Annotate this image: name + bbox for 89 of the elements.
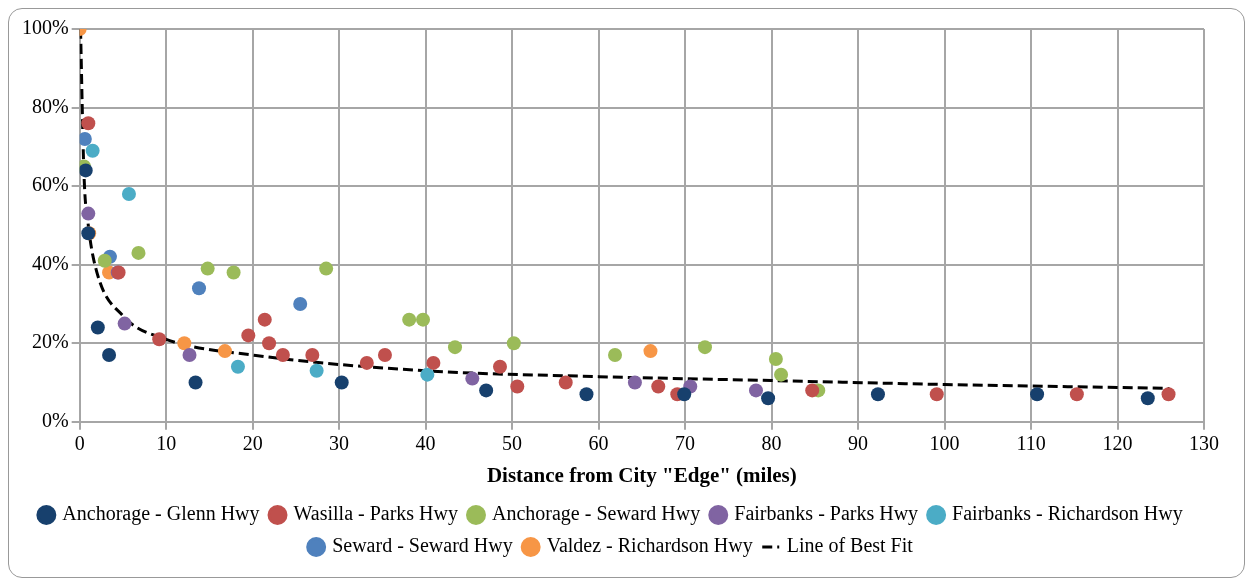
- point: [79, 131, 92, 146]
- y-tick-label: 80%: [31, 94, 69, 117]
- x-tick-label: 40: [415, 432, 436, 455]
- point: [262, 336, 277, 351]
- legend-label: Anchorage - Seward Hwy: [491, 502, 701, 526]
- point: [377, 348, 392, 363]
- point: [152, 332, 167, 347]
- x-tick-label: 100: [929, 432, 960, 455]
- legend-label: Seward - Seward Hwy: [332, 534, 513, 558]
- point: [319, 261, 334, 276]
- point: [748, 383, 763, 398]
- point: [230, 359, 245, 374]
- point: [102, 348, 117, 363]
- point: [182, 348, 197, 363]
- point: [293, 296, 308, 311]
- legend-label: Line of Best Fit: [786, 534, 914, 557]
- point: [192, 281, 207, 296]
- point: [241, 328, 256, 343]
- x-tick-label: 0: [74, 432, 85, 455]
- point: [448, 340, 463, 355]
- point: [426, 355, 441, 370]
- point: [79, 163, 93, 178]
- point: [465, 371, 480, 386]
- y-tick-label: 60%: [31, 173, 69, 196]
- point: [870, 387, 885, 402]
- point: [97, 253, 112, 268]
- point: [510, 379, 525, 394]
- y-tick-label: 100%: [21, 16, 69, 39]
- point: [1030, 387, 1045, 402]
- point: [1140, 391, 1155, 406]
- x-tick-label: 50: [502, 432, 523, 455]
- point: [608, 348, 623, 363]
- x-tick-label: 80: [761, 432, 782, 455]
- point: [774, 367, 789, 382]
- point: [416, 312, 431, 327]
- point: [177, 336, 192, 351]
- point: [121, 186, 136, 201]
- point: [402, 312, 417, 327]
- point: [492, 359, 507, 374]
- point: [627, 375, 642, 390]
- y-tick-label: 40%: [31, 251, 69, 274]
- legend-label: Valdez - Richardson Hwy: [546, 534, 753, 558]
- point: [188, 375, 203, 390]
- legend-label: Fairbanks - Parks Hwy: [734, 502, 919, 526]
- point: [677, 387, 692, 402]
- point: [420, 367, 435, 382]
- point: [929, 387, 944, 402]
- legend-label: Fairbanks - Richardson Hwy: [952, 502, 1183, 526]
- point: [506, 336, 521, 351]
- point: [359, 355, 374, 370]
- point: [217, 344, 232, 359]
- point: [275, 348, 290, 363]
- x-tick-label: 90: [848, 432, 869, 455]
- point: [1161, 387, 1176, 402]
- point: [579, 387, 594, 402]
- point: [90, 320, 105, 335]
- point: [805, 383, 820, 398]
- y-tick-label: 20%: [31, 330, 69, 353]
- point: [643, 344, 658, 359]
- point: [305, 348, 320, 363]
- y-tick-label: 0%: [41, 409, 69, 432]
- point: [1069, 387, 1084, 402]
- point: [334, 375, 349, 390]
- x-tick-label: 70: [675, 432, 696, 455]
- point: [257, 312, 272, 327]
- point: [768, 351, 783, 366]
- point: [651, 379, 666, 394]
- point: [558, 375, 573, 390]
- legend-label: Wasilla - Parks Hwy: [293, 502, 458, 526]
- x-tick-label: 30: [329, 432, 350, 455]
- point: [309, 363, 324, 378]
- point: [117, 316, 132, 331]
- point: [85, 143, 100, 158]
- x-tick-label: 110: [1016, 432, 1046, 455]
- point: [479, 383, 494, 398]
- x-tick-label: 60: [588, 432, 609, 455]
- point: [761, 391, 776, 406]
- x-tick-label: 130: [1189, 432, 1219, 455]
- x-tick-label: 10: [156, 432, 177, 455]
- legend-label: Anchorage - Glenn Hwy: [62, 502, 260, 526]
- point: [81, 206, 96, 221]
- point: [697, 340, 712, 355]
- x-tick-label: 20: [242, 432, 263, 455]
- x-tick-label: 120: [1102, 432, 1133, 455]
- x-axis-title: Distance from City "Edge" (miles): [486, 462, 797, 487]
- point: [131, 245, 146, 260]
- point: [200, 261, 215, 276]
- point: [81, 116, 96, 131]
- point: [226, 265, 241, 280]
